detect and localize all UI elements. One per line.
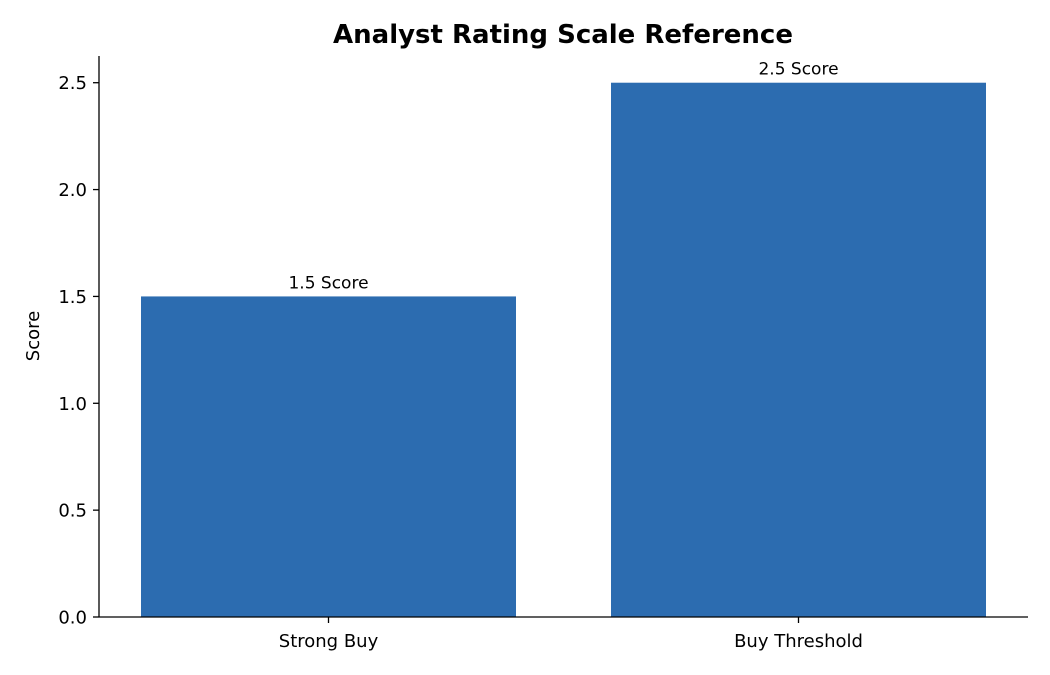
bars-layer — [141, 82, 986, 617]
bar-0 — [141, 296, 516, 617]
y-tick-label-3: 1.5 — [58, 287, 87, 308]
x-tick-label-0: Strong Buy — [279, 631, 379, 652]
y-axis-ticks: 0.0 0.5 1.0 1.5 2.0 2.5 — [58, 73, 99, 629]
y-tick-label-1: 0.5 — [58, 501, 87, 522]
y-axis-label: Score — [23, 311, 44, 361]
bar-data-label-1: 2.5 Score — [758, 60, 838, 80]
x-tick-label-1: Buy Threshold — [734, 631, 863, 652]
chart-title: Analyst Rating Scale Reference — [333, 20, 793, 50]
bar-1 — [611, 82, 986, 617]
x-axis-ticks: Strong Buy Buy Threshold — [279, 617, 863, 652]
y-tick-label-4: 2.0 — [58, 180, 87, 201]
y-tick-label-0: 0.0 — [58, 608, 87, 629]
bar-data-label-0: 1.5 Score — [288, 273, 368, 293]
data-labels-layer: 1.5 Score 2.5 Score — [288, 60, 838, 294]
y-tick-label-2: 1.0 — [58, 394, 87, 415]
y-tick-label-5: 2.5 — [58, 73, 87, 94]
